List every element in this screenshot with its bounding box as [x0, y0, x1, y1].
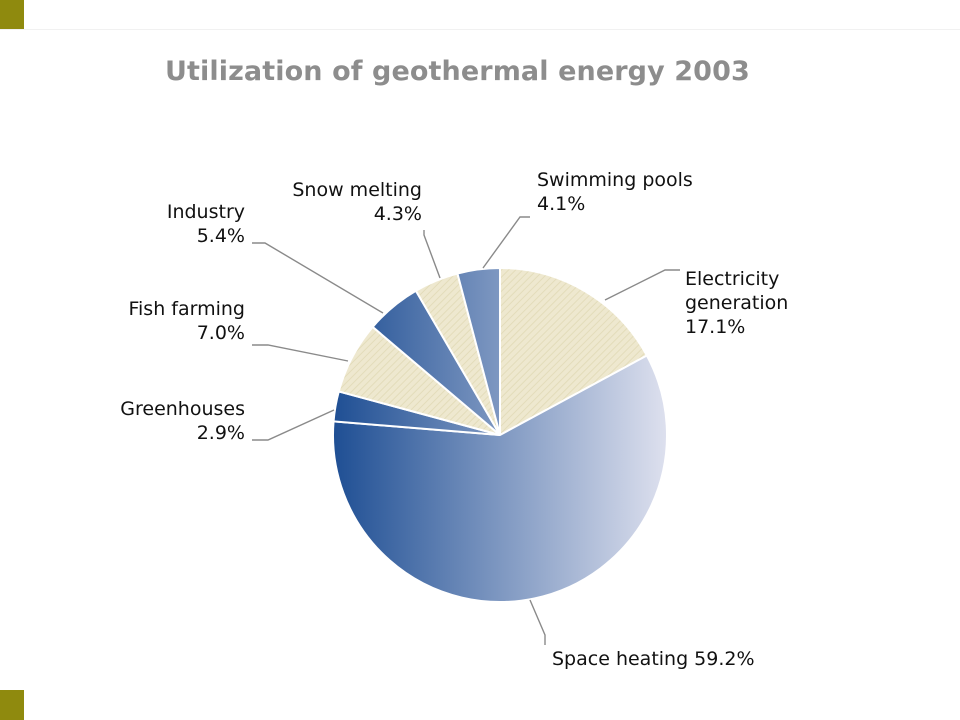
pie-leaders	[252, 216, 680, 645]
leader-line-greenhouses	[252, 409, 335, 441]
corner-accent-bottom	[0, 690, 24, 720]
slice-label-fish-farming: Fish farming 7.0%	[128, 298, 245, 344]
leader-line-electricity-generation	[604, 269, 680, 301]
slice-label-industry: Industry 5.4%	[167, 201, 245, 247]
pie-slices	[332, 266, 668, 603]
leader-line-swimming-pools	[482, 216, 530, 269]
leader-line-industry	[252, 242, 384, 314]
slice-label-electricity-generation: Electricity generation 17.1%	[685, 268, 788, 338]
slice-label-greenhouses: Greenhouses 2.9%	[120, 398, 245, 444]
corner-accent-top	[0, 0, 24, 29]
leader-line-snow-melting	[423, 230, 441, 279]
pie-labels: Electricity generation 17.1% Space heating …	[120, 169, 788, 670]
slice-label-swimming-pools: Swimming pools 4.1%	[537, 169, 693, 215]
leader-line-fish-farming	[252, 344, 349, 362]
pie-slice-electricity-generation	[499, 266, 649, 437]
pie-slice-swimming-pools	[456, 266, 501, 436]
top-divider	[0, 29, 960, 30]
chart-title: Utilization of geothermal energy 2003	[165, 56, 750, 87]
pie-slice-space-heating	[332, 354, 668, 603]
leader-line-space-heating	[529, 599, 546, 645]
slice-label-snow-melting: Snow melting 4.3%	[292, 179, 422, 225]
slice-label-space-heating: Space heating 59.2%	[552, 648, 755, 670]
